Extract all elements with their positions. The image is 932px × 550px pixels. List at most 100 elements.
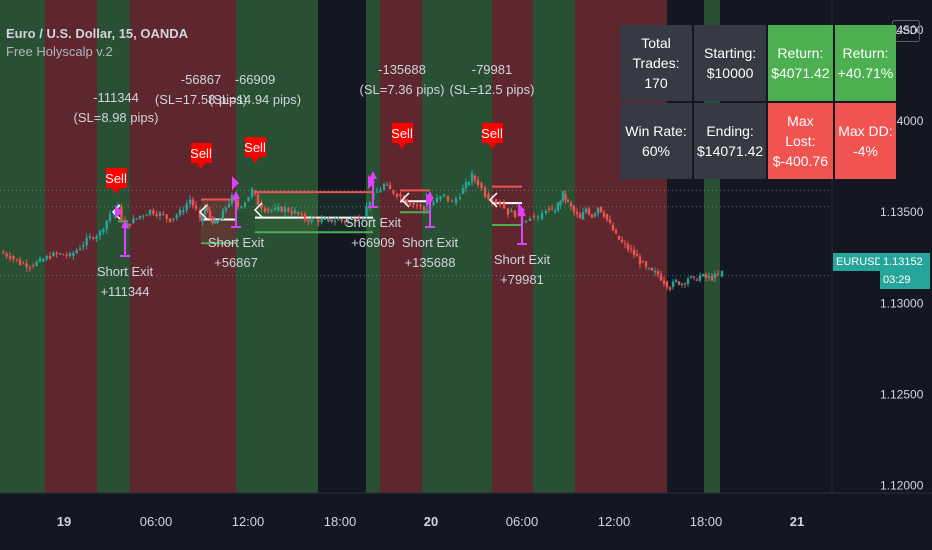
- signal-text: (SL=17.58 pips): [155, 92, 247, 107]
- candle-body: [221, 210, 225, 220]
- zone-green: [422, 0, 462, 493]
- candle-body: [379, 189, 382, 193]
- candle-body: [707, 276, 711, 278]
- time-axis[interactable]: 19 06:00 12:00 18:00 20 06:00 12:00 18:00 21: [0, 492, 932, 550]
- candle-body: [172, 218, 175, 220]
- candle-body: [415, 204, 419, 206]
- candle-body: [313, 217, 317, 219]
- candle-body: [72, 252, 75, 256]
- candle-body: [323, 219, 327, 221]
- candle-body: [213, 220, 217, 224]
- candle-body: [297, 212, 300, 215]
- candle-body: [647, 267, 651, 269]
- candle-body: [473, 175, 477, 180]
- candle-body: [638, 256, 642, 265]
- candle-body: [686, 278, 690, 284]
- candle-body: [671, 281, 675, 287]
- candle-body: [556, 203, 560, 211]
- candle-body: [135, 218, 138, 220]
- candle-body: [408, 203, 412, 206]
- indicator-title[interactable]: Free Holyscalp v.2: [6, 44, 113, 59]
- candle-body: [382, 184, 386, 190]
- candle-body: [38, 258, 42, 262]
- candle-body: [480, 183, 483, 188]
- candle-body: [569, 203, 573, 207]
- candle-body: [310, 217, 313, 222]
- candle-body: [32, 265, 35, 267]
- signal-text: -56867: [181, 72, 221, 87]
- entry-arrow: [488, 192, 498, 208]
- candle-body: [405, 199, 409, 204]
- candle-body: [419, 204, 422, 207]
- candle-body: [148, 209, 152, 215]
- sell-signal-pointer: [251, 157, 259, 163]
- candle-body: [550, 208, 554, 210]
- candle-body: [88, 236, 92, 238]
- signal-text: (SL=7.36 pips): [360, 82, 445, 97]
- candle-body: [65, 255, 68, 257]
- trade-markers: Sell -111344 (SL=8.98 pips) Short Exit +1113…: [74, 62, 551, 299]
- candle-body: [494, 199, 498, 203]
- candle-body: [653, 271, 657, 273]
- candle-body: [330, 218, 333, 222]
- candle-body: [450, 200, 454, 202]
- candle-body: [668, 287, 672, 290]
- candle-body: [337, 219, 340, 221]
- candle-body: [590, 214, 594, 218]
- candle-body: [5, 253, 8, 257]
- time-tick-label: 06:00: [140, 514, 173, 529]
- candle-body: [458, 197, 462, 199]
- candle-body: [35, 261, 38, 266]
- candle-body: [333, 220, 337, 222]
- candle-body: [256, 194, 260, 205]
- exit-arrow: [232, 176, 239, 190]
- candle-body: [218, 219, 222, 221]
- candle-body: [307, 219, 310, 222]
- candle-body: [629, 248, 633, 250]
- candle-body: [439, 196, 442, 200]
- sell-signal-label: Sell: [105, 171, 127, 186]
- price-tick-label: 1.13000: [880, 296, 924, 310]
- zone-green: [533, 0, 575, 493]
- candle-body: [303, 214, 307, 221]
- exit-arrow: [115, 205, 122, 219]
- price-tick-label: 1.12500: [880, 388, 924, 402]
- candle-body: [698, 275, 702, 281]
- candle-body: [528, 218, 532, 222]
- candle-body: [48, 256, 52, 259]
- candle-body: [432, 202, 435, 205]
- exit-arrow: [518, 203, 525, 217]
- candle-body: [243, 202, 247, 207]
- candle-body: [425, 209, 429, 211]
- candle-body: [78, 248, 82, 251]
- candle-body: [42, 259, 45, 262]
- candle-body: [198, 210, 202, 219]
- zone-none: [318, 0, 366, 493]
- signal-text: -111344: [93, 90, 139, 105]
- candle-body: [120, 206, 123, 220]
- symbol-title[interactable]: Euro / U.S. Dollar, 15, OANDA: [6, 26, 189, 41]
- candle-body: [2, 252, 5, 254]
- candle-body: [476, 179, 480, 186]
- exit-marker-arrow: [121, 220, 129, 228]
- candle-body: [689, 276, 693, 278]
- candle-body: [350, 217, 353, 220]
- candle-body: [388, 184, 392, 190]
- candle-body: [602, 212, 606, 217]
- candle-body: [317, 219, 320, 223]
- sell-signal-box: [392, 123, 413, 143]
- candle-body: [211, 217, 214, 224]
- signal-text: -79981: [472, 62, 512, 77]
- candle-body: [185, 203, 188, 211]
- candle-body: [8, 256, 12, 259]
- candle-body: [720, 270, 724, 277]
- candle-body: [701, 274, 705, 277]
- time-tick-label: 12:00: [232, 514, 265, 529]
- candle-body: [105, 220, 108, 230]
- candle-body: [599, 206, 603, 213]
- candle-body: [152, 210, 155, 215]
- candle-body: [395, 193, 399, 197]
- trade-levels: [118, 185, 522, 245]
- stat-total-trades: Total Trades: 170: [620, 25, 692, 101]
- candle-body: [283, 207, 287, 212]
